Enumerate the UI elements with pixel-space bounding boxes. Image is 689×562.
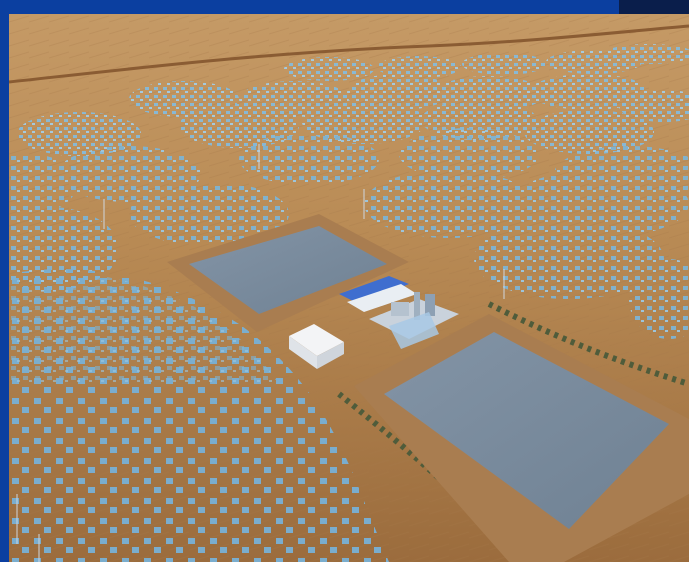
warehouse: [289, 324, 344, 369]
warehouse-roof: [289, 324, 344, 356]
heliostat-field: [377, 56, 461, 78]
heliostat-field: [17, 112, 141, 156]
boiler-building: [391, 302, 409, 316]
stack: [414, 292, 420, 320]
heliostat-field: [629, 259, 689, 339]
warehouse-wall: [289, 336, 317, 369]
heliostat-field: [9, 154, 77, 214]
far-road: [9, 24, 689, 84]
power-block: [339, 276, 459, 349]
heliostat-field: [364, 170, 534, 238]
heliostat-field: [129, 182, 289, 246]
heliostat-field: [529, 74, 649, 110]
upper-pond: [189, 226, 387, 314]
heliostat-field: [462, 53, 546, 75]
aerial-scene: [9, 14, 689, 562]
heliostat-field: [604, 44, 689, 64]
equipment: [425, 294, 435, 316]
heliostat-field: [619, 90, 689, 122]
heliostat-field: [474, 219, 664, 299]
left-border: [0, 0, 9, 562]
heliostat-field: [524, 110, 654, 154]
lower-pond: [384, 332, 669, 529]
heliostat-field: [302, 100, 426, 144]
heliostat-field: [284, 57, 374, 81]
tree-line: [487, 301, 689, 387]
heliostat-field: [9, 207, 119, 291]
upper-heliostat-fields: [9, 44, 689, 339]
solar-panel-array: [339, 276, 409, 304]
heliostat-field: [239, 133, 379, 185]
warehouse-side: [317, 342, 344, 369]
transmission-towers: [16, 144, 505, 562]
cooling-unit: [389, 312, 439, 349]
heliostat-field: [179, 104, 299, 148]
corner-block: [619, 0, 689, 14]
near-heliostat-field-dense: [9, 271, 279, 384]
storage-tanks: [347, 284, 417, 312]
heliostat-field: [399, 128, 539, 180]
scene-illustration: [9, 14, 689, 562]
